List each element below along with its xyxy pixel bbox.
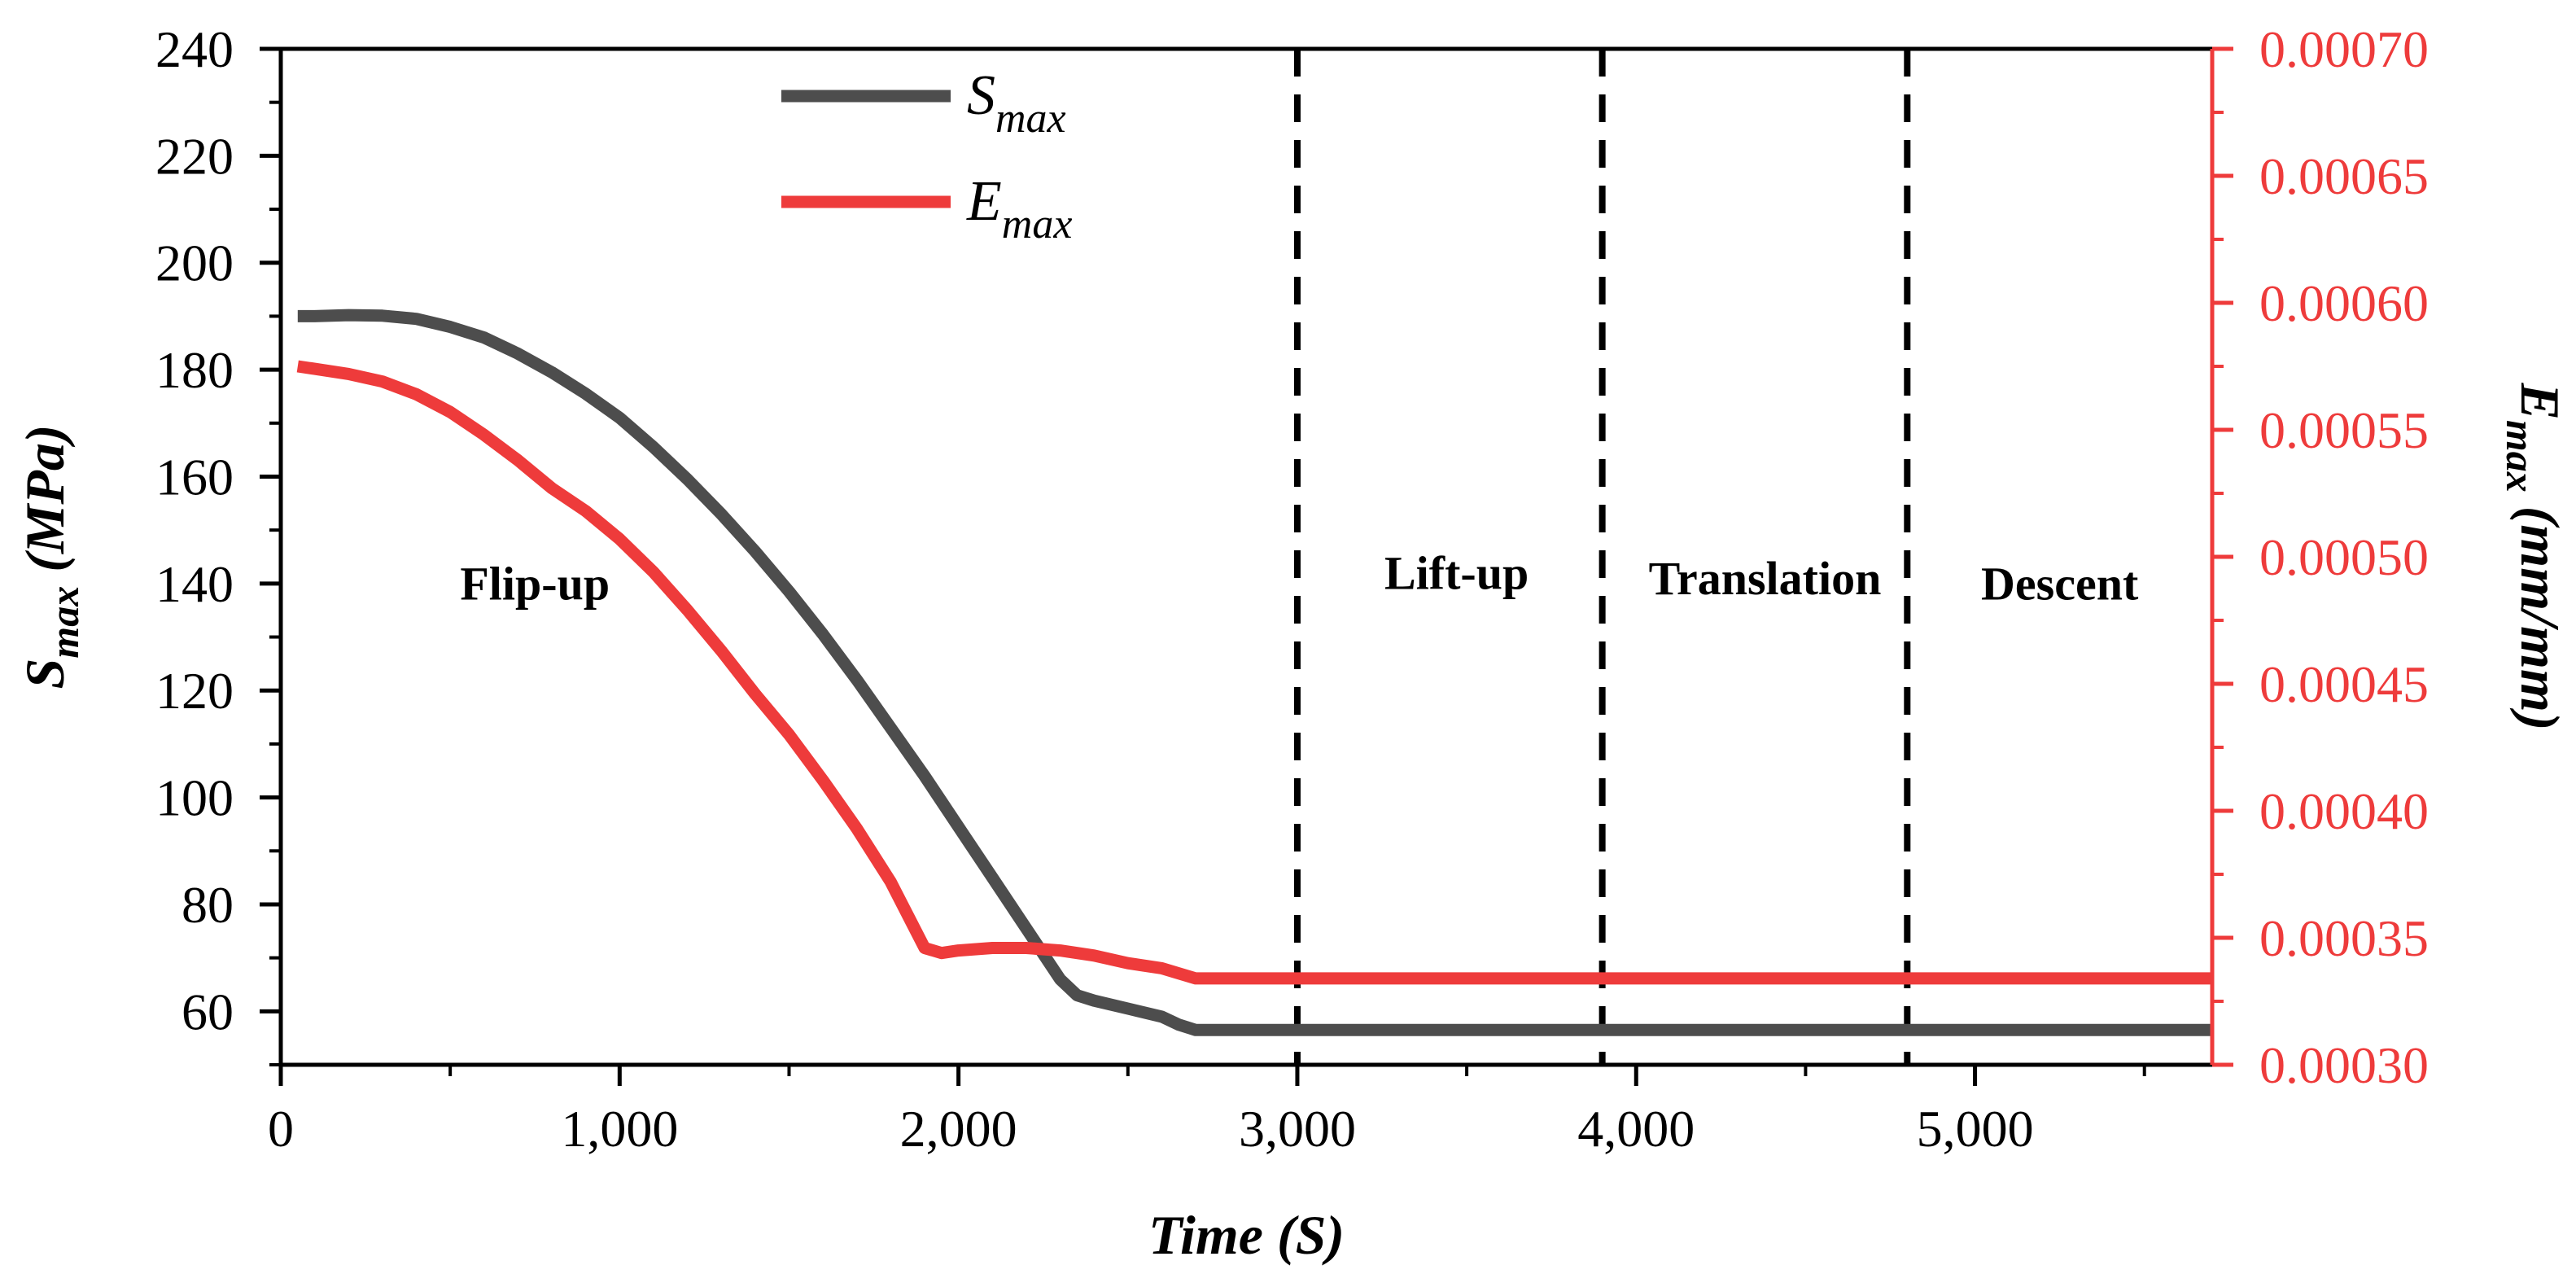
x-tick-label: 1,000: [561, 1100, 678, 1158]
legend-label-sub: max: [1002, 201, 1073, 247]
x-tick-label: 4,000: [1577, 1100, 1695, 1158]
y-left-tick-label: 240: [155, 20, 234, 78]
x-tick-label: 0: [268, 1100, 294, 1158]
series-line-e-max: [296, 360, 2212, 985]
y-right-tick-label: 0.00055: [2259, 401, 2429, 459]
y-left-tick-label: 120: [155, 662, 234, 720]
y-left-axis-title-var: S: [14, 659, 76, 690]
y-right-axis-title-sub: max: [2498, 420, 2543, 493]
y-right-tick-label: 0.00040: [2259, 782, 2429, 840]
x-axis-title-main: Time: [1148, 1204, 1277, 1266]
phase-label-flip-up: Flip-up: [460, 558, 610, 611]
legend-label-var: E: [966, 170, 1002, 233]
x-axis-title: Time (S): [1148, 1204, 1345, 1266]
legend-label-sub: max: [995, 95, 1066, 142]
axis-titles: Time (S) Smax (MPa) Emax (mm/mm): [14, 382, 2571, 1266]
y-left-tick-label: 180: [155, 341, 234, 399]
y-left-tick-label: 100: [155, 769, 234, 827]
x-axis-title-unit: (S): [1277, 1204, 1345, 1266]
phase-labels: Flip-up Lift-up Translation Descent: [460, 546, 2139, 610]
y-right-axis-title-group: Emax (mm/mm): [2498, 382, 2571, 730]
phase-label-lift-up: Lift-up: [1384, 546, 1529, 599]
y-right-tick-label: 0.00030: [2259, 1036, 2429, 1094]
series-layer: [296, 309, 2212, 1036]
phase-label-descent: Descent: [1981, 558, 2139, 611]
y-right-tick-label: 0.00065: [2259, 147, 2429, 205]
y-right-axis-title-var: E: [2509, 382, 2571, 419]
y-right-tick-label: 0.00060: [2259, 274, 2429, 332]
phase-dividers: [1293, 49, 1911, 1065]
y-left-tick-label: 160: [155, 448, 234, 506]
y-left-tick-label: 80: [182, 876, 234, 934]
y-right-tick-label: 0.00035: [2259, 909, 2429, 967]
legend-label-e-max: Emax: [966, 170, 1072, 247]
x-tick-label: 3,000: [1239, 1100, 1356, 1158]
legend-label-s-max: Smax: [967, 64, 1066, 142]
y-right-tick-label: 0.00070: [2259, 20, 2429, 78]
series-line-s-max: [297, 309, 2212, 1036]
y-right-tick-label: 0.00045: [2259, 655, 2429, 713]
y-left-tick-label: 140: [155, 555, 234, 613]
y-left-axis-title-unit: (MPa): [14, 424, 76, 585]
y-left-tick-label: 220: [155, 127, 234, 185]
y-right-axis-title-unit: (mm/mm): [2509, 493, 2571, 731]
axes: 0 1,000 2,000 3,000 4,000 5,000 60 80 100 120 140 1…: [155, 20, 2429, 1158]
y-right-axis-title: Emax (mm/mm): [2498, 382, 2571, 730]
y-left-axis-title-sub: max: [42, 586, 87, 659]
x-tick-label: 2,000: [900, 1100, 1017, 1158]
legend-label-var: S: [967, 64, 995, 127]
y-left-axis-title-group: Smax (MPa): [14, 424, 87, 689]
y-left-tick-label: 200: [155, 234, 234, 292]
x-tick-label: 5,000: [1917, 1100, 2034, 1158]
y-left-tick-label: 60: [182, 983, 234, 1040]
phase-label-translation: Translation: [1649, 552, 1882, 605]
y-right-tick-label: 0.00050: [2259, 528, 2429, 586]
y-left-axis-title: Smax (MPa): [14, 424, 87, 689]
